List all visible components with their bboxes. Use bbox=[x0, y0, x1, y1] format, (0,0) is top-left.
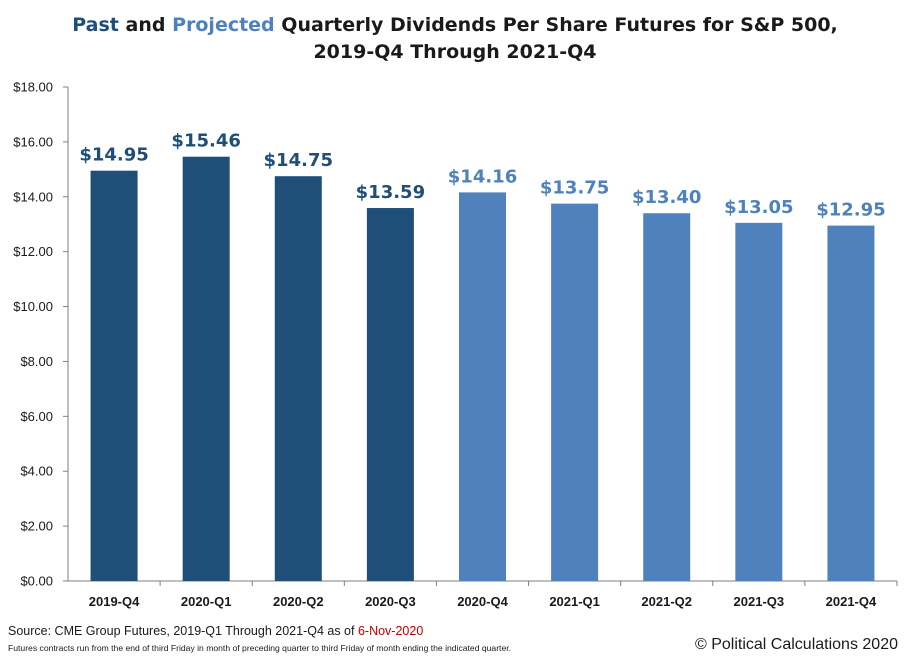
y-tick-label: $8.00 bbox=[20, 354, 53, 369]
y-tick-label: $14.00 bbox=[13, 189, 53, 204]
data-label: $13.59 bbox=[356, 182, 425, 203]
y-tick-label: $10.00 bbox=[13, 299, 53, 314]
bar bbox=[735, 222, 783, 581]
source-date: 6-Nov-2020 bbox=[357, 624, 424, 638]
y-tick-label: $0.00 bbox=[20, 574, 53, 589]
title-rest: Quarterly Dividends Per Share Futures fo… bbox=[281, 14, 838, 36]
footnote: Futures contracts run from the end of th… bbox=[8, 643, 512, 653]
bar bbox=[182, 156, 230, 581]
source-text: Source: CME Group Futures, 2019-Q1 Throu… bbox=[8, 624, 355, 638]
title-word-past: Past bbox=[72, 14, 119, 36]
data-label: $15.46 bbox=[171, 131, 240, 152]
x-tick-label: 2020-Q1 bbox=[181, 594, 232, 609]
copyright: © Political Calculations 2020 bbox=[694, 636, 898, 653]
data-label: $14.95 bbox=[79, 145, 148, 166]
y-tick-label: $4.00 bbox=[20, 464, 53, 479]
chart-title-line2: 2019-Q4 Through 2021-Q4 bbox=[313, 41, 597, 63]
data-label: $14.16 bbox=[448, 166, 517, 187]
source-line: Source: CME Group Futures, 2019-Q1 Throu… bbox=[8, 624, 423, 638]
bar bbox=[274, 176, 322, 581]
bar bbox=[827, 225, 875, 581]
data-label: $13.75 bbox=[540, 178, 609, 199]
data-label: $13.05 bbox=[724, 197, 793, 218]
title-word-and: and bbox=[125, 14, 166, 36]
bar bbox=[90, 170, 138, 581]
x-tick-label: 2020-Q3 bbox=[365, 594, 416, 609]
x-tick-label: 2021-Q2 bbox=[641, 594, 692, 609]
y-tick-label: $6.00 bbox=[20, 409, 53, 424]
x-tick-label: 2021-Q1 bbox=[549, 594, 600, 609]
data-label: $14.75 bbox=[264, 150, 333, 171]
x-tick-label: 2020-Q4 bbox=[457, 594, 508, 609]
y-tick-label: $16.00 bbox=[13, 134, 53, 149]
y-tick-label: $2.00 bbox=[20, 519, 53, 534]
bar bbox=[643, 213, 691, 581]
title-word-projected: Projected bbox=[172, 14, 275, 36]
x-tick-label: 2019-Q4 bbox=[89, 594, 140, 609]
bar bbox=[366, 208, 414, 581]
x-tick-label: 2021-Q4 bbox=[826, 594, 877, 609]
x-tick-label: 2021-Q3 bbox=[734, 594, 785, 609]
chart-title-line1: Past and Projected Quarterly Dividends P… bbox=[0, 14, 910, 36]
x-tick-label: 2020-Q2 bbox=[273, 594, 324, 609]
y-tick-label: $18.00 bbox=[13, 80, 53, 95]
bar bbox=[459, 192, 506, 582]
bar bbox=[551, 203, 599, 581]
data-label: $13.40 bbox=[632, 187, 701, 208]
data-label: $12.95 bbox=[816, 200, 885, 221]
y-tick-label: $12.00 bbox=[13, 244, 53, 259]
